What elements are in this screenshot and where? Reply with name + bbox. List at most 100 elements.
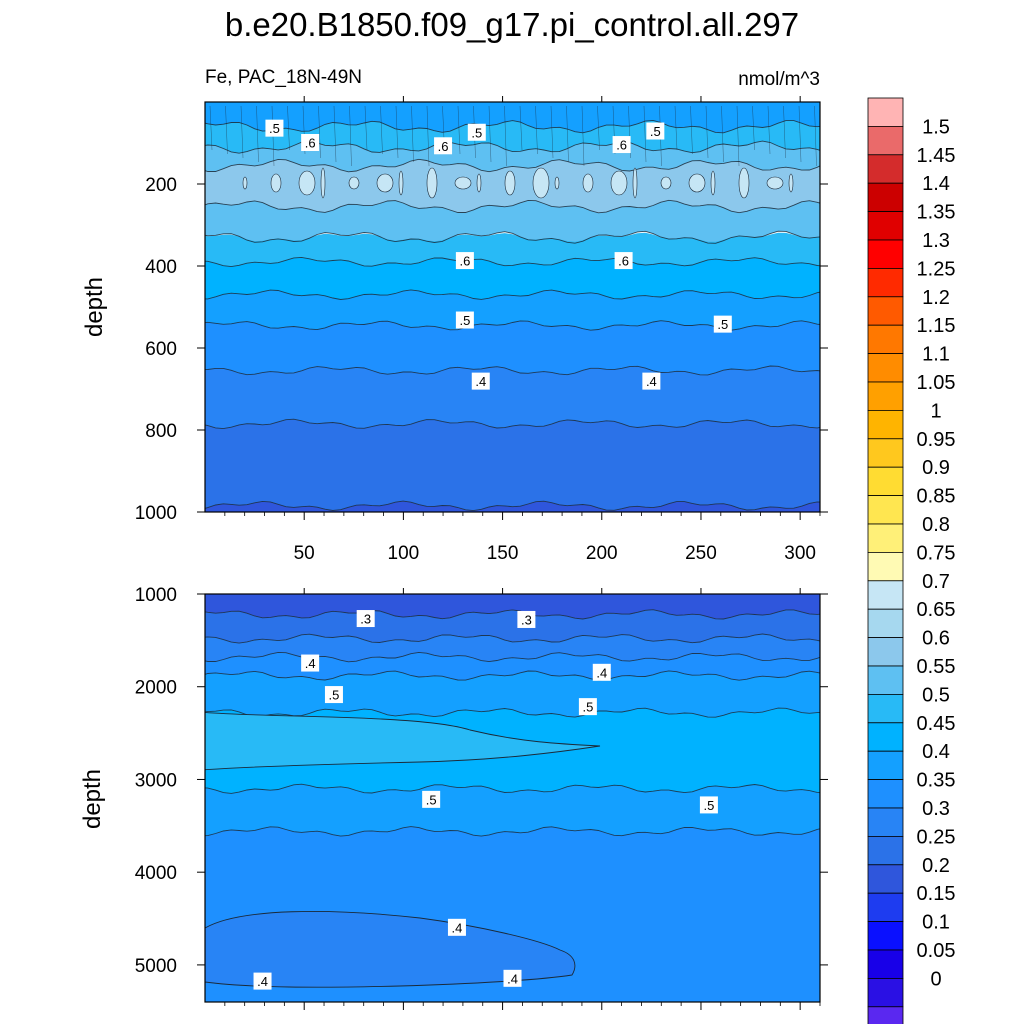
band-0.35 bbox=[205, 634, 820, 662]
colorbar-label: 0.5 bbox=[922, 684, 950, 706]
contour-label-text: .5 bbox=[329, 688, 340, 703]
contour-blob bbox=[688, 173, 706, 193]
lower-y-axis-label: depth bbox=[79, 769, 106, 829]
contour-label: .6 bbox=[455, 252, 474, 270]
y-tick-label: 3000 bbox=[135, 770, 177, 791]
contour-label-text: .5 bbox=[717, 317, 728, 332]
contour-wiggle bbox=[504, 105, 507, 167]
band-0.4 bbox=[205, 652, 820, 681]
contour-label-bg bbox=[467, 123, 486, 141]
contour-wiggle bbox=[767, 105, 771, 155]
contour-line bbox=[205, 826, 820, 837]
colorbar-swatch bbox=[867, 381, 904, 411]
colorbar-swatch bbox=[867, 409, 904, 440]
x-tick-label: 150 bbox=[487, 543, 519, 564]
contour-wiggle bbox=[690, 105, 693, 155]
colorbar-label: 0.8 bbox=[922, 514, 950, 536]
contour-blob bbox=[788, 173, 794, 193]
contour-wiggle bbox=[240, 105, 244, 159]
contour-label: .5 bbox=[455, 311, 474, 329]
contour-line bbox=[205, 500, 820, 512]
lower-axis-ticks: 1000 2000 3000 4000 5000 bbox=[135, 585, 828, 1010]
contour-blob bbox=[242, 176, 248, 190]
y-tick-label: 2000 bbox=[135, 678, 177, 699]
band-0.45 bbox=[205, 102, 820, 133]
contour-label-text: .6 bbox=[438, 139, 449, 154]
contour-label: .5 bbox=[699, 796, 718, 814]
colorbar-swatch bbox=[867, 523, 904, 553]
contour-label-text: .3 bbox=[521, 612, 532, 627]
contour-label: .4 bbox=[447, 918, 466, 936]
contour-blob bbox=[582, 173, 594, 193]
contour-label-bg bbox=[642, 372, 661, 390]
colorbar-swatch bbox=[867, 779, 904, 809]
contour-label-text: .5 bbox=[269, 121, 280, 136]
contour-label: .6 bbox=[434, 137, 453, 155]
contour-label-text: .5 bbox=[426, 792, 437, 807]
contour-label-text: .6 bbox=[305, 136, 316, 151]
contour-blob bbox=[632, 167, 638, 199]
contour-blob bbox=[476, 173, 482, 193]
colorbar-swatch bbox=[867, 239, 904, 269]
contour-label-text: .4 bbox=[646, 374, 657, 389]
colorbar-swatch bbox=[867, 694, 904, 724]
band-0.55 bbox=[205, 120, 820, 154]
contour-label: .4 bbox=[301, 654, 320, 672]
upper-panel-fill bbox=[205, 102, 820, 512]
contour-wiggle bbox=[643, 105, 647, 163]
contour-blob bbox=[320, 167, 326, 199]
contour-wiggle bbox=[566, 105, 569, 163]
band-0.55 bbox=[205, 232, 820, 267]
y-tick-label: 1000 bbox=[135, 585, 177, 606]
contour-wiggle bbox=[256, 105, 259, 163]
contour-label: .4 bbox=[253, 972, 272, 990]
upper-contour-labels: .5 .6 .6 .5 .5 .6 .6 .6 .5 .5 .4 .4 bbox=[265, 119, 732, 390]
contour-blob bbox=[738, 167, 750, 199]
contour-wiggle bbox=[349, 105, 352, 167]
contour-label-text: .4 bbox=[452, 920, 463, 935]
contour-blob bbox=[376, 173, 394, 193]
contour-wiggle bbox=[519, 105, 523, 151]
x-tick-label: 250 bbox=[685, 543, 717, 564]
colorbar-label: 0.05 bbox=[917, 940, 956, 962]
contour-line bbox=[205, 783, 820, 794]
upper-y-axis-label: depth bbox=[81, 277, 108, 337]
colorbar-swatch bbox=[867, 836, 904, 866]
contour-label-bg bbox=[517, 610, 536, 628]
colorbar-label: 0.45 bbox=[917, 713, 956, 735]
contour-wiggle bbox=[721, 105, 724, 163]
contour-label-bg bbox=[356, 610, 375, 628]
contour-wiggle bbox=[209, 105, 213, 151]
contour-wiggle bbox=[798, 105, 802, 163]
colorbar-label: 0.65 bbox=[917, 599, 956, 621]
colorbar-label: 1.15 bbox=[917, 315, 956, 337]
contour-label-bg bbox=[503, 969, 522, 987]
contour-label: .5 bbox=[422, 790, 441, 808]
contour-label-bg bbox=[612, 136, 631, 154]
colorbar-label: 0 bbox=[930, 968, 941, 990]
contour-label-text: .5 bbox=[650, 124, 661, 139]
contour-wiggle bbox=[783, 105, 786, 159]
contour-line bbox=[205, 158, 820, 173]
colorbar-swatch bbox=[867, 466, 904, 497]
contour-blob bbox=[398, 170, 404, 196]
colorbar-swatch bbox=[867, 154, 904, 184]
contour-label: .5 bbox=[713, 315, 732, 333]
colorbar-label: 0.1 bbox=[922, 912, 950, 934]
colorbar-swatch bbox=[867, 807, 904, 837]
contour-label-bg bbox=[324, 686, 343, 704]
x-tick-label: 50 bbox=[294, 543, 315, 564]
contour-wiggle bbox=[225, 105, 228, 155]
colorbar-label: 1.05 bbox=[917, 372, 956, 394]
colorbar-swatch bbox=[867, 438, 904, 468]
colorbar-label: 0.25 bbox=[917, 826, 956, 848]
contour-line bbox=[205, 418, 820, 430]
colorbar-swatch bbox=[867, 126, 904, 156]
contour-label-text: .4 bbox=[475, 374, 486, 389]
colorbar-swatch bbox=[867, 608, 904, 639]
contour-label-text: .4 bbox=[305, 656, 316, 671]
contour-label: .6 bbox=[614, 252, 633, 270]
contour-label-bg bbox=[301, 134, 320, 151]
contour-wiggle bbox=[333, 105, 337, 163]
contour-line bbox=[205, 289, 820, 300]
